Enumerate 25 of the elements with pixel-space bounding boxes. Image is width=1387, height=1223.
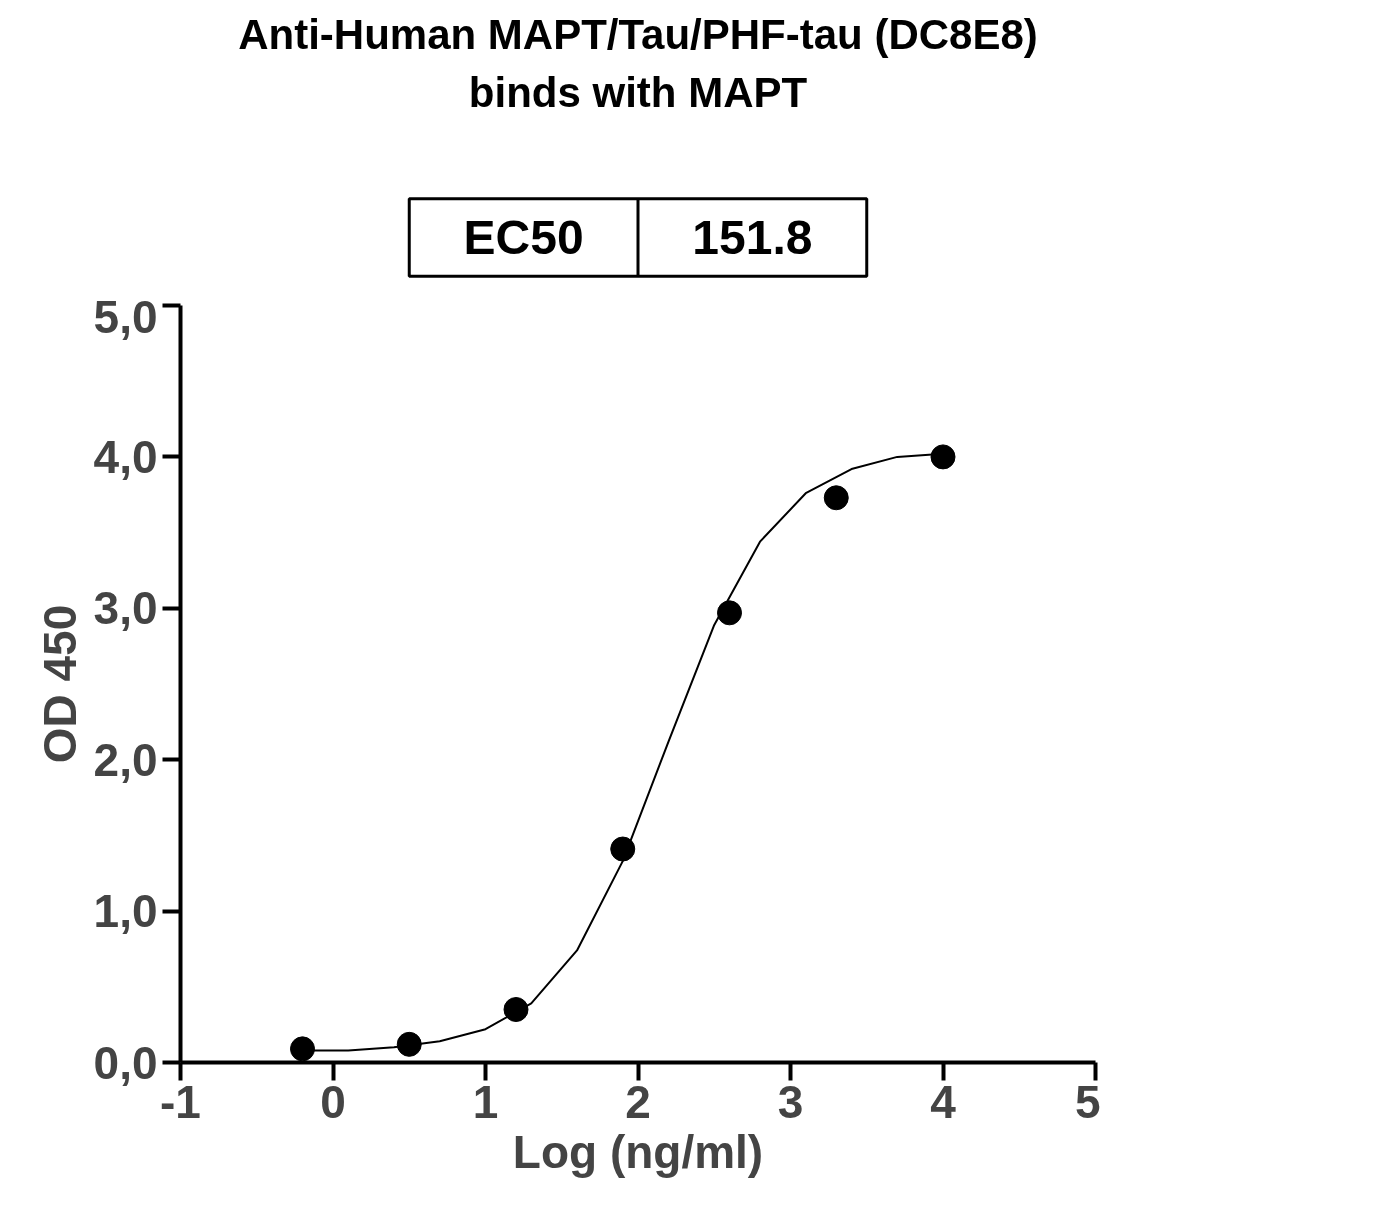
y-tick-label: 5,0 xyxy=(93,290,158,343)
y-tick-label: 0,0 xyxy=(93,1036,158,1089)
text: EC50 xyxy=(463,211,584,264)
point xyxy=(823,485,849,511)
x-tick-label: 5 xyxy=(1074,1075,1101,1128)
x-tick-label: -1 xyxy=(160,1075,201,1128)
x-tick-label: 2 xyxy=(625,1075,651,1128)
point xyxy=(396,1031,422,1057)
x-axis-title: Log (ng/ml) xyxy=(512,1125,764,1178)
point xyxy=(610,836,636,862)
point xyxy=(503,997,529,1022)
x-tick-label: 3 xyxy=(777,1075,804,1128)
x-tick-label: 4 xyxy=(930,1075,957,1128)
x-tick-label: 0 xyxy=(320,1075,346,1128)
y-tick-label: 3,0 xyxy=(93,582,158,635)
text: 151.8 xyxy=(692,211,813,264)
y-tick-label: 1,0 xyxy=(93,885,158,938)
y-tick-label: 2,0 xyxy=(93,733,158,786)
x-tick-label: 1 xyxy=(472,1075,499,1128)
point xyxy=(290,1036,315,1062)
chart-title: Anti-Human MAPT/Tau/PHF-tau (DC8E8) binds with MAPT xyxy=(238,11,1038,116)
point xyxy=(930,444,956,470)
y-tick-label: 4,0 xyxy=(93,430,158,483)
point xyxy=(717,600,742,626)
y-axis-title: OD 450 xyxy=(33,604,86,764)
